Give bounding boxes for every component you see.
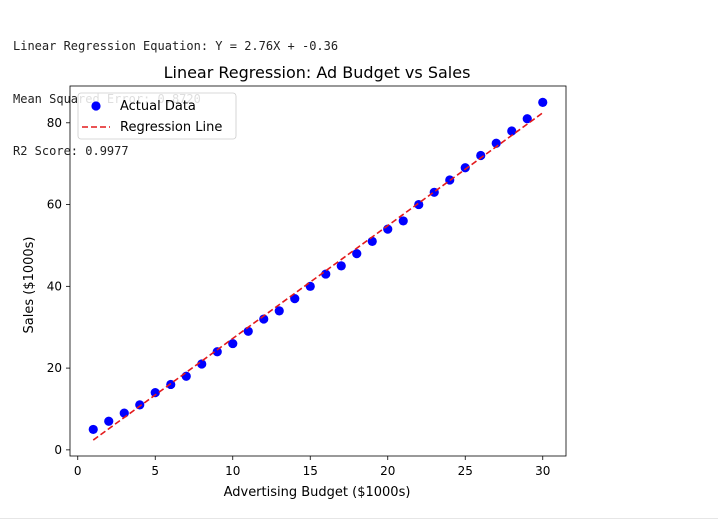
data-point <box>321 269 331 279</box>
x-tick-label: 15 <box>303 464 318 478</box>
data-point <box>197 359 207 369</box>
x-tick-label: 5 <box>151 464 159 478</box>
data-point <box>507 126 517 136</box>
bottom-divider <box>0 518 718 519</box>
y-tick-label: 0 <box>54 443 62 457</box>
x-tick-label: 30 <box>535 464 550 478</box>
data-point <box>104 416 114 426</box>
y-axis-label: Sales ($1000s) <box>22 236 37 333</box>
regression-line <box>92 112 544 441</box>
equation-line: Linear Regression Equation: Y = 2.76X + … <box>13 39 339 53</box>
data-point <box>274 306 284 316</box>
legend-label-line: Regression Line <box>120 120 222 135</box>
data-point <box>150 388 160 398</box>
legend-box <box>77 92 237 140</box>
x-tick-label: 25 <box>458 464 473 478</box>
x-axis-label: Advertising Budget ($1000s) <box>224 485 411 500</box>
data-point <box>398 216 408 226</box>
data-point <box>290 293 300 304</box>
data-point <box>243 326 253 336</box>
data-point <box>336 261 346 271</box>
axes-frame <box>69 85 567 457</box>
data-point <box>305 281 315 291</box>
data-point <box>491 138 501 148</box>
y-tick-label: 40 <box>47 279 62 293</box>
r2-line: R2 Score: 0.9977 <box>13 144 129 158</box>
data-point <box>476 150 486 161</box>
data-point <box>181 371 191 381</box>
x-tick-label: 20 <box>380 464 395 478</box>
legend-marker-actual <box>91 101 101 111</box>
data-point <box>522 114 532 124</box>
data-point <box>460 163 470 173</box>
data-point <box>367 236 377 246</box>
data-point <box>414 199 424 210</box>
plot-area: 0 5 10 15 20 25 30 0 20 40 60 80 Actual Data Regressi… <box>47 85 567 478</box>
data-point <box>212 347 222 357</box>
data-point <box>352 249 362 259</box>
x-tick-label: 0 <box>74 464 82 478</box>
data-point <box>538 97 548 107</box>
chart-title: Linear Regression: Ad Budget vs Sales <box>164 63 471 82</box>
data-point <box>228 338 238 349</box>
y-tick-label: 80 <box>47 116 62 130</box>
data-point <box>135 400 145 410</box>
regression-chart: Linear Regression: Ad Budget vs Sales 0 5… <box>22 63 567 500</box>
y-tick-label: 60 <box>47 198 62 212</box>
data-point <box>119 408 129 418</box>
data-point <box>88 424 98 435</box>
legend-label-actual: Actual Data <box>120 99 196 114</box>
x-tick-label: 10 <box>225 464 240 478</box>
y-tick-label: 20 <box>47 361 62 375</box>
